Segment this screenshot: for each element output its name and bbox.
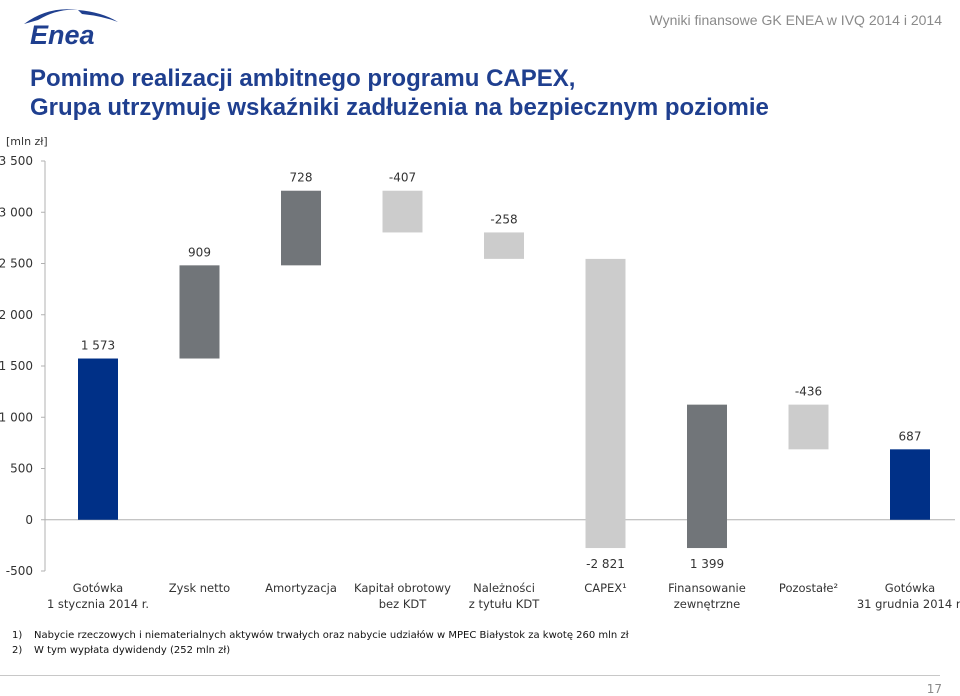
data-label: 1 573 bbox=[81, 339, 115, 353]
bar bbox=[78, 358, 118, 520]
logo-swoosh bbox=[24, 9, 78, 24]
category-label: CAPEX¹ bbox=[584, 581, 627, 595]
bar bbox=[382, 190, 423, 233]
category-label: Należności bbox=[473, 581, 535, 595]
y-tick-label: 500 bbox=[10, 462, 33, 476]
category-label: Gotówka bbox=[885, 581, 935, 595]
data-label: 1 399 bbox=[690, 557, 724, 571]
footnote-2-text: W tym wypłata dywidendy (252 mln zł) bbox=[34, 645, 231, 656]
logo-swoosh-tail bbox=[78, 10, 118, 22]
bottom-divider bbox=[0, 675, 940, 676]
category-label: z tytułu KDT bbox=[469, 597, 540, 611]
footnote-2: 2) W tym wypłata dywidendy (252 mln zł) bbox=[12, 643, 629, 658]
y-tick-label: 1 000 bbox=[0, 410, 33, 424]
y-tick-label: 0 bbox=[25, 513, 33, 527]
bars bbox=[78, 190, 930, 549]
category-label: Kapitał obrotowy bbox=[354, 581, 451, 595]
bar bbox=[890, 449, 930, 520]
category-label: Pozostałe² bbox=[779, 581, 838, 595]
bar bbox=[179, 265, 220, 359]
y-tick-label: 2 000 bbox=[0, 308, 33, 322]
data-label: -2 821 bbox=[586, 557, 625, 571]
enea-logo: Enea bbox=[24, 9, 118, 50]
data-label: -436 bbox=[795, 385, 822, 399]
waterfall-chart: -500 0 500 1 000 1 500 2 000 2 500 3 000 3 500 1… bbox=[0, 154, 960, 611]
category-label: Gotówka bbox=[73, 581, 123, 595]
category-label: 1 stycznia 2014 r. bbox=[47, 597, 149, 611]
footnotes: 1) Nabycie rzeczowych i niematerialnych a… bbox=[12, 628, 629, 658]
y-tick-label: 3 000 bbox=[0, 205, 33, 219]
bar bbox=[687, 404, 727, 549]
footnote-1: 1) Nabycie rzeczowych i niematerialnych a… bbox=[12, 628, 629, 643]
data-label: 909 bbox=[188, 245, 211, 259]
footnote-1-text: Nabycie rzeczowych i niematerialnych akt… bbox=[34, 630, 629, 641]
unit-label: [mln zł] bbox=[6, 135, 48, 148]
y-axis: -500 0 500 1 000 1 500 2 000 2 500 3 000 3 500 bbox=[0, 154, 955, 578]
category-label: bez KDT bbox=[379, 597, 427, 611]
bar bbox=[484, 232, 524, 259]
title-line-2: Grupa utrzymuje wskaźniki zadłużenia na … bbox=[30, 94, 769, 121]
page-number: 17 bbox=[926, 682, 942, 696]
category-label: 31 grudnia 2014 r. bbox=[857, 597, 960, 611]
category-labels: Gotówka 1 stycznia 2014 r. Zysk netto Amort… bbox=[47, 581, 960, 611]
title-line-1: Pomimo realizacji ambitnego programu CAP… bbox=[30, 65, 576, 92]
y-tick-label: 2 500 bbox=[0, 257, 33, 271]
data-label: 687 bbox=[899, 429, 922, 443]
value-labels: 1 573 909 728 -407 -258 -2 821 1 399 -436 687 bbox=[81, 171, 922, 571]
data-label: -407 bbox=[389, 171, 416, 185]
y-tick-label: 3 500 bbox=[0, 154, 33, 168]
category-label: Zysk netto bbox=[169, 581, 230, 595]
category-label: Finansowanie bbox=[668, 581, 746, 595]
data-label: -258 bbox=[490, 212, 517, 226]
logo-text: Enea bbox=[30, 20, 95, 50]
footnote-1-number: 1) bbox=[12, 630, 23, 641]
page-title: Pomimo realizacji ambitnego programu CAP… bbox=[30, 64, 769, 122]
bar bbox=[788, 404, 829, 450]
y-tick-label: 1 500 bbox=[0, 359, 33, 373]
category-label: zewnętrzne bbox=[674, 597, 741, 611]
footnote-2-number: 2) bbox=[12, 645, 23, 656]
bar bbox=[585, 258, 626, 549]
y-tick-label: -500 bbox=[6, 564, 33, 578]
category-label: Amortyzacja bbox=[265, 581, 337, 595]
bar bbox=[281, 190, 321, 266]
data-label: 728 bbox=[290, 171, 313, 185]
header-caption: Wyniki finansowe GK ENEA w IVQ 2014 i 20… bbox=[649, 12, 942, 28]
